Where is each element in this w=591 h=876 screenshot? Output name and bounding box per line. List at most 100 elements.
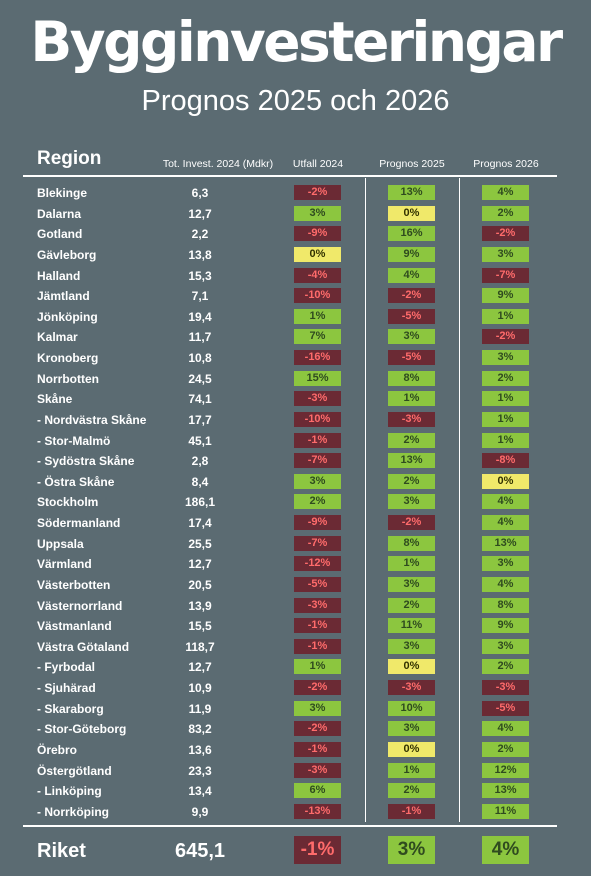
table-row: Västernorrland 13,9 -3% 2% 8% — [0, 596, 591, 617]
invest-value: 15,5 — [188, 619, 212, 634]
table-row: Jämtland 7,1 -10% -2% 9% — [0, 286, 591, 307]
prognos-2025-badge: 16% — [388, 226, 435, 242]
table-row: Gävleborg 13,8 0% 9% 3% — [0, 245, 591, 266]
invest-value: 20,5 — [188, 577, 212, 592]
total-utfall-badge: -1% — [294, 836, 341, 864]
table-row: Västmanland 15,5 -1% 11% 9% — [0, 616, 591, 637]
utfall-badge: -10% — [294, 288, 341, 304]
prognos-2025-badge: 1% — [388, 762, 435, 778]
invest-value: 10,8 — [188, 351, 212, 366]
invest-value: 23,3 — [188, 763, 212, 778]
table-row: Dalarna 12,7 3% 0% 2% — [0, 204, 591, 225]
invest-value: 13,6 — [188, 743, 212, 757]
invest-value: 11,9 — [188, 701, 212, 716]
table-row: Skåne 74,1 -3% 1% 1% — [0, 389, 591, 410]
utfall-badge: -16% — [294, 350, 341, 366]
column-divider — [459, 178, 460, 822]
region-name: Gotland — [37, 227, 83, 242]
region-name: Dalarna — [37, 206, 82, 221]
region-name: Halland — [37, 268, 81, 283]
region-name: - Östra Skåne — [37, 474, 115, 489]
region-name: - Nordvästra Skåne — [37, 412, 147, 427]
utfall-badge: 3% — [294, 205, 341, 221]
table-row: Jönköping 19,4 1% -5% 1% — [0, 307, 591, 328]
prognos-2026-badge: 8% — [482, 597, 529, 613]
region-name: Stockholm — [37, 495, 99, 510]
utfall-badge: -3% — [294, 391, 341, 407]
prognos-2025-badge: 3% — [388, 638, 435, 654]
invest-value: 74,1 — [188, 392, 212, 407]
region-name: - Linköping — [37, 784, 102, 799]
prognos-2026-badge: -5% — [482, 700, 529, 716]
invest-value: 2,8 — [191, 454, 209, 469]
table-row: Stockholm 186,1 2% 3% 4% — [0, 492, 591, 513]
invest-value: 17,4 — [188, 516, 212, 531]
prognos-2025-badge: 0% — [388, 205, 435, 221]
table-row: Västerbotten 20,5 -5% 3% 4% — [0, 575, 591, 596]
invest-value: 12,7 — [188, 206, 212, 221]
utfall-badge: -12% — [294, 556, 341, 572]
utfall-badge: -2% — [294, 185, 341, 200]
prognos-2025-badge: -3% — [388, 680, 435, 696]
prognos-2026-badge: -3% — [482, 680, 529, 696]
prognos-2026-badge: 2% — [482, 742, 529, 757]
prognos-2025-badge: -2% — [388, 288, 435, 304]
table-row: - Sydöstra Skåne 2,8 -7% 13% -8% — [0, 451, 591, 472]
region-name: Kalmar — [37, 330, 78, 345]
prognos-2026-badge: 3% — [482, 350, 529, 366]
prognos-2025-badge: -2% — [388, 515, 435, 531]
prognos-2026-badge: 2% — [482, 370, 529, 386]
utfall-badge: -9% — [294, 515, 341, 531]
region-name: Västernorrland — [37, 598, 123, 613]
prognos-2025-badge: 11% — [388, 618, 435, 634]
region-name: - Stor-Göteborg — [37, 722, 127, 737]
region-name: Kronoberg — [37, 351, 99, 366]
table-row: Gotland 2,2 -9% 16% -2% — [0, 224, 591, 245]
region-name: Uppsala — [37, 536, 84, 551]
header-region: Region — [37, 148, 102, 169]
invest-value: 11,7 — [188, 330, 212, 345]
table-row: Örebro 13,6 -1% 0% 2% — [0, 740, 591, 761]
utfall-badge: -10% — [294, 411, 341, 427]
utfall-badge: 7% — [294, 329, 341, 345]
prognos-2026-badge: 13% — [482, 783, 529, 799]
prognos-2025-badge: 3% — [388, 494, 435, 510]
table-row: - Sjuhärad 10,9 -2% -3% -3% — [0, 678, 591, 699]
region-name: Västmanland — [37, 619, 112, 634]
prognos-2025-badge: 3% — [388, 329, 435, 345]
region-name: - Sjuhärad — [37, 681, 96, 696]
region-name: - Sydöstra Skåne — [37, 454, 135, 469]
utfall-badge: -4% — [294, 267, 341, 283]
utfall-badge: 3% — [294, 700, 341, 716]
total-prognos-2026-badge: 4% — [482, 836, 529, 864]
prognos-2025-badge: 0% — [388, 659, 435, 675]
utfall-badge: -1% — [294, 742, 341, 757]
utfall-badge: 3% — [294, 473, 341, 489]
total-region: Riket — [37, 840, 86, 862]
invest-value: 45,1 — [188, 433, 212, 448]
prognos-2025-badge: 2% — [388, 783, 435, 799]
region-name: Blekinge — [37, 186, 88, 200]
table-row: - Fyrbodal 12,7 1% 0% 2% — [0, 657, 591, 678]
utfall-badge: -2% — [294, 680, 341, 696]
column-divider — [365, 178, 366, 822]
table-row: - Skaraborg 11,9 3% 10% -5% — [0, 699, 591, 720]
utfall-badge: -13% — [294, 803, 341, 819]
prognos-2026-badge: 3% — [482, 638, 529, 654]
utfall-badge: 15% — [294, 370, 341, 386]
invest-value: 24,5 — [188, 371, 212, 386]
utfall-badge: 1% — [294, 308, 341, 324]
invest-value: 83,2 — [188, 722, 212, 737]
prognos-2025-badge: -5% — [388, 308, 435, 324]
prognos-2026-badge: -2% — [482, 226, 529, 242]
invest-value: 17,7 — [188, 412, 212, 427]
prognos-2026-badge: 4% — [482, 494, 529, 510]
prognos-2025-badge: -1% — [388, 803, 435, 819]
region-name: - Fyrbodal — [37, 660, 96, 675]
invest-value: 25,5 — [188, 536, 212, 551]
table-row: Uppsala 25,5 -7% 8% 13% — [0, 534, 591, 555]
region-name: Jämtland — [37, 289, 90, 304]
region-name: Örebro — [37, 743, 78, 757]
region-name: Gävleborg — [37, 247, 97, 262]
prognos-2025-badge: 2% — [388, 597, 435, 613]
